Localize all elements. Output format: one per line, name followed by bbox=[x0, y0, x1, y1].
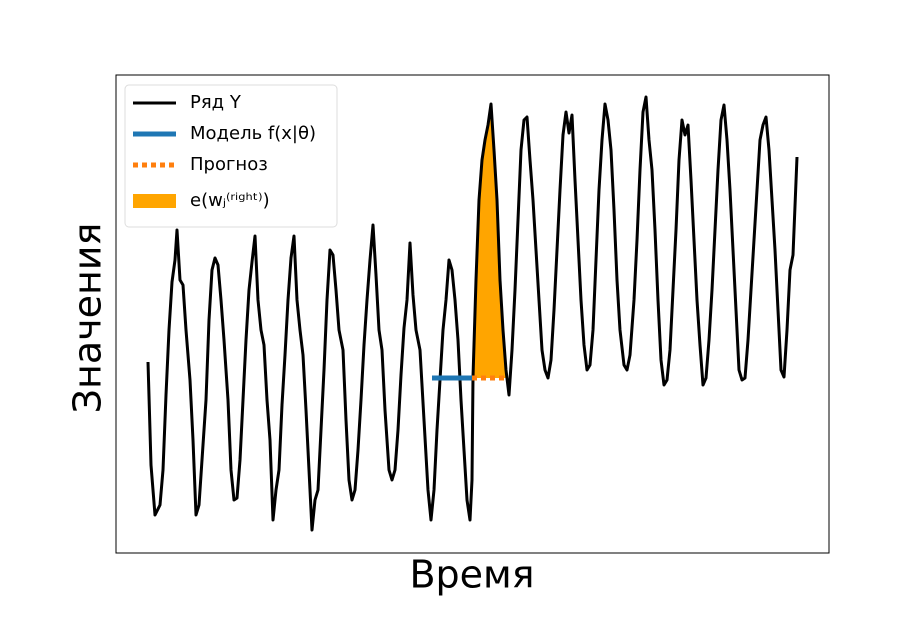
legend-label: Прогноз bbox=[190, 154, 268, 175]
legend-label: Ряд Y bbox=[190, 92, 242, 113]
marks bbox=[146, 95, 799, 532]
legend-label: Модель f(x|θ) bbox=[190, 123, 316, 144]
y-axis-label: Значения bbox=[66, 223, 110, 414]
series-line bbox=[146, 95, 799, 532]
legend-label: e(wⱼ⁽ʳⁱᵍʰᵗ⁾) bbox=[190, 190, 270, 211]
legend bbox=[124, 84, 338, 228]
x-axis-label: Время bbox=[409, 553, 534, 597]
legend-items: Ряд Y Модель f(x|θ) Прогноз e(wⱼ⁽ʳⁱᵍʰᵗ⁾) bbox=[133, 92, 316, 211]
legend-swatch bbox=[133, 194, 176, 208]
